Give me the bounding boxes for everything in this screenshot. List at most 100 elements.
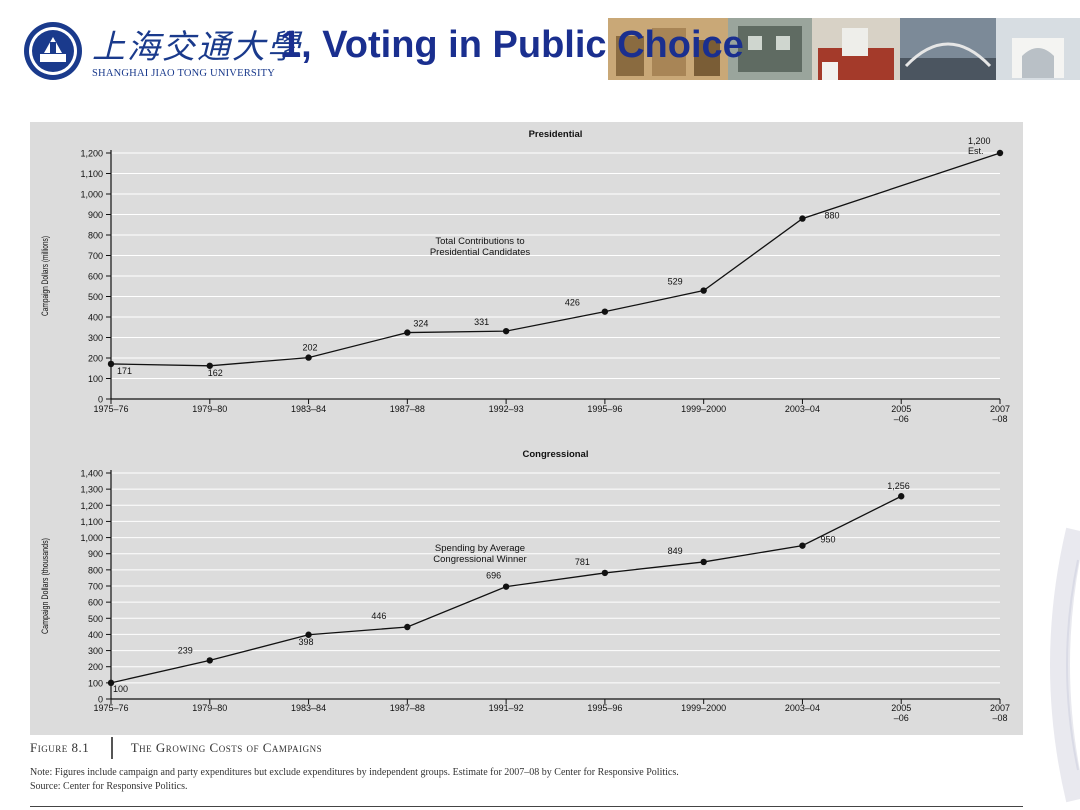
y-tick-label: 400 bbox=[88, 630, 103, 640]
x-tick-label: 1992–93 bbox=[489, 404, 524, 414]
data-point bbox=[206, 362, 213, 369]
data-point bbox=[799, 215, 806, 222]
y-tick-label: 600 bbox=[88, 272, 103, 282]
data-label: 529 bbox=[668, 277, 683, 287]
x-tick-label: 1987–88 bbox=[390, 404, 425, 414]
figure-note: Note: Figures include campaign and party… bbox=[30, 767, 679, 778]
data-label: 696 bbox=[486, 571, 501, 581]
x-tick-label: 1975–76 bbox=[93, 703, 128, 713]
x-tick-label: 1999–2000 bbox=[681, 404, 726, 414]
chart-annotation: Total Contributions to bbox=[435, 236, 524, 247]
y-tick-label: 300 bbox=[88, 646, 103, 656]
y-tick-label: 900 bbox=[88, 210, 103, 220]
campus-photo-2 bbox=[728, 18, 812, 80]
data-label: 331 bbox=[474, 317, 489, 327]
x-tick-label: 1983–84 bbox=[291, 703, 326, 713]
x-tick-label: 1975–76 bbox=[93, 404, 128, 414]
data-point bbox=[898, 493, 905, 500]
y-axis-label: Campaign Dollars (millions) bbox=[40, 236, 50, 316]
y-tick-label: 600 bbox=[88, 598, 103, 608]
campus-photo-4 bbox=[900, 18, 996, 80]
figure-number: Figure 8.1 bbox=[30, 740, 90, 755]
data-point bbox=[404, 329, 411, 336]
data-point bbox=[107, 679, 115, 687]
data-label: 1,200 bbox=[968, 136, 991, 146]
x-tick-label: 2007 bbox=[990, 404, 1010, 414]
data-point bbox=[107, 360, 115, 368]
y-tick-label: 200 bbox=[88, 354, 103, 364]
x-tick-label: –06 bbox=[894, 414, 909, 424]
campus-photo-5 bbox=[996, 18, 1080, 80]
y-tick-label: 500 bbox=[88, 292, 103, 302]
y-tick-label: 800 bbox=[88, 231, 103, 241]
chart-title: Presidential bbox=[529, 129, 583, 140]
chart-annotation: Presidential Candidates bbox=[430, 247, 531, 258]
y-tick-label: 100 bbox=[88, 374, 103, 384]
university-seal-icon bbox=[24, 22, 82, 80]
data-label: 426 bbox=[565, 298, 580, 308]
data-point bbox=[206, 657, 213, 664]
figure-title: The Growing Costs of Campaigns bbox=[130, 740, 323, 755]
data-point bbox=[404, 623, 411, 631]
data-point bbox=[305, 354, 312, 361]
data-label: 849 bbox=[668, 546, 683, 556]
y-tick-label: 700 bbox=[88, 251, 103, 261]
data-label: 324 bbox=[413, 319, 428, 329]
campus-photo-3 bbox=[812, 18, 900, 80]
seal-watermark-icon bbox=[1050, 527, 1080, 803]
y-tick-label: 0 bbox=[98, 695, 103, 705]
x-tick-label: 1995–96 bbox=[587, 404, 622, 414]
data-point bbox=[799, 542, 806, 549]
data-point bbox=[700, 287, 707, 294]
chart-annotation: Congressional Winner bbox=[433, 554, 526, 565]
x-tick-label: 1995–96 bbox=[587, 703, 622, 713]
data-label: 950 bbox=[820, 535, 835, 545]
data-label: 239 bbox=[178, 645, 193, 655]
x-tick-label: 2003–04 bbox=[785, 404, 820, 414]
data-label: 398 bbox=[299, 637, 314, 647]
y-tick-label: 100 bbox=[88, 678, 103, 688]
y-tick-label: 1,200 bbox=[80, 501, 103, 511]
y-tick-label: 800 bbox=[88, 565, 103, 575]
chart-presidential: Presidential 0 100 200 300 400 500 600 700 800 900… bbox=[40, 129, 1010, 424]
x-tick-label: 2003–04 bbox=[785, 703, 820, 713]
x-tick-label: 1979–80 bbox=[192, 404, 227, 414]
figure-caption: Figure 8.1 The Growing Costs of Campaign… bbox=[30, 737, 1023, 807]
data-point bbox=[601, 308, 609, 315]
chart-annotation: Spending by Average bbox=[435, 543, 525, 554]
y-tick-label: 1,100 bbox=[80, 517, 103, 527]
data-label: 1,256 bbox=[887, 481, 910, 491]
chart-title: Congressional bbox=[523, 449, 589, 460]
y-tick-label: 1,200 bbox=[80, 149, 103, 159]
y-tick-label: 500 bbox=[88, 614, 103, 624]
campaign-costs-charts: Presidential 0 100 200 300 400 500 600 700 800 900… bbox=[40, 129, 1010, 723]
x-tick-label: 2005 bbox=[891, 404, 911, 414]
data-point bbox=[996, 149, 1004, 157]
x-tick-label: 1999–2000 bbox=[681, 703, 726, 713]
slide-header: 上海交通大學 SHANGHAI JIAO TONG UNIVERSITY 1, … bbox=[0, 0, 1080, 110]
y-tick-label: 1,100 bbox=[80, 169, 103, 179]
caption-divider bbox=[111, 737, 113, 759]
y-tick-label: 1,400 bbox=[80, 469, 103, 479]
y-tick-label: 200 bbox=[88, 662, 103, 672]
data-label: 202 bbox=[303, 343, 318, 353]
data-point bbox=[305, 631, 312, 638]
y-tick-label: 1,000 bbox=[80, 190, 103, 200]
y-tick-label: 400 bbox=[88, 313, 103, 323]
y-tick-label: 1,000 bbox=[80, 533, 103, 543]
university-name-cn: 上海交通大學 bbox=[92, 27, 302, 66]
data-label: 162 bbox=[208, 368, 223, 378]
data-label: 100 bbox=[113, 684, 128, 694]
x-tick-label: –06 bbox=[894, 713, 909, 723]
data-label: 171 bbox=[117, 366, 132, 376]
data-point bbox=[601, 569, 609, 577]
slide-title: 1, Voting in Public Choice bbox=[280, 24, 744, 66]
data-label: 781 bbox=[575, 557, 590, 567]
x-tick-label: 2005 bbox=[891, 703, 911, 713]
y-tick-label: 700 bbox=[88, 582, 103, 592]
figure-panel: Presidential 0 100 200 300 400 500 600 700 800 900… bbox=[30, 122, 1023, 735]
chart-congressional: Congressional 0 100 200 300 400 500 600 700 800 90… bbox=[40, 449, 1010, 723]
x-tick-label: 1991–92 bbox=[489, 703, 524, 713]
university-name-en: SHANGHAI JIAO TONG UNIVERSITY bbox=[92, 68, 276, 79]
series-line bbox=[110, 152, 1001, 367]
